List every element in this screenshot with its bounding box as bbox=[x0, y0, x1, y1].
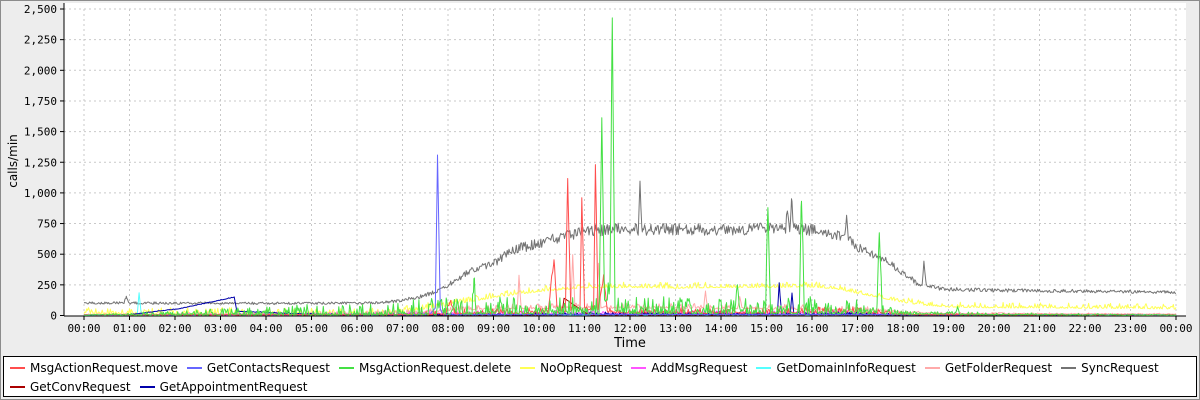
y-tick-label: 1,500 bbox=[24, 126, 57, 139]
x-tick-label: 18:00 bbox=[886, 322, 919, 335]
x-tick-label: 04:00 bbox=[249, 322, 282, 335]
x-tick-label: 22:00 bbox=[1068, 322, 1101, 335]
legend-swatch-icon bbox=[10, 385, 25, 388]
x-tick-label: 20:00 bbox=[977, 322, 1010, 335]
legend-label: MsgActionRequest.delete bbox=[358, 360, 512, 375]
legend-label: GetDomainInfoRequest bbox=[776, 360, 916, 375]
x-tick-label: 01:00 bbox=[113, 322, 146, 335]
y-tick-label: 2,500 bbox=[24, 3, 57, 16]
x-axis-title: Time bbox=[613, 336, 646, 351]
legend-label: AddMsgRequest bbox=[651, 360, 748, 375]
legend-item: SyncRequest bbox=[1061, 358, 1159, 377]
plot-background bbox=[64, 3, 1186, 316]
chart-plot-area: 0 250 500 750 1,000 1,250 1,500 1,750 2,000 2,250… bbox=[24, 3, 1193, 335]
y-tick-label: 750 bbox=[37, 218, 57, 231]
x-tick-label: 06:00 bbox=[340, 322, 373, 335]
x-tick-label: 08:00 bbox=[431, 322, 464, 335]
x-tick-label: 21:00 bbox=[1023, 322, 1056, 335]
legend-swatch-icon bbox=[631, 366, 647, 369]
legend-label: GetFolderRequest bbox=[944, 360, 1053, 375]
x-tick-label: 23:00 bbox=[1114, 322, 1147, 335]
legend-item: GetAppointmentRequest bbox=[139, 377, 308, 396]
legend-item: GetContactsRequest bbox=[186, 358, 330, 377]
legend-label: GetConvRequest bbox=[30, 379, 131, 394]
x-tick-label: 02:00 bbox=[158, 322, 191, 335]
x-tick-label: 16:00 bbox=[795, 322, 828, 335]
legend-label: MsgActionRequest.move bbox=[30, 360, 178, 375]
x-tick-label: 07:00 bbox=[386, 322, 419, 335]
x-tick-label: 11:00 bbox=[568, 322, 601, 335]
legend-swatch-icon bbox=[756, 366, 772, 369]
legend-label: SyncRequest bbox=[1081, 360, 1159, 375]
series-line-SyncRequest bbox=[83, 180, 1177, 306]
legend-item: GetConvRequest bbox=[10, 377, 131, 396]
y-tick-label: 250 bbox=[37, 279, 57, 292]
x-tick-label: 14:00 bbox=[704, 322, 737, 335]
legend-item: MsgActionRequest.delete bbox=[338, 358, 512, 377]
legend-item: MsgActionRequest.move bbox=[10, 358, 178, 377]
legend-item: GetDomainInfoRequest bbox=[756, 358, 916, 377]
y-tick-label: 2,250 bbox=[24, 34, 57, 47]
legend-label: GetAppointmentRequest bbox=[159, 379, 308, 394]
x-tick-label: 09:00 bbox=[477, 322, 510, 335]
legend-item: NoOpRequest bbox=[520, 358, 622, 377]
x-tick-label: 00:00 bbox=[1159, 322, 1192, 335]
legend-label: NoOpRequest bbox=[540, 360, 623, 375]
legend-swatch-icon bbox=[186, 366, 202, 369]
x-tick-label: 00:00 bbox=[67, 322, 100, 335]
y-tick-label: 2,000 bbox=[24, 64, 57, 77]
legend-label: GetContactsRequest bbox=[206, 360, 330, 375]
x-tick-label: 03:00 bbox=[204, 322, 237, 335]
y-tick-label: 500 bbox=[37, 248, 57, 261]
legend-item: GetFolderRequest bbox=[924, 358, 1053, 377]
legend: MsgActionRequest.move GetContactsRequest M… bbox=[3, 356, 1197, 397]
x-tick-label: 05:00 bbox=[295, 322, 328, 335]
chart-canvas: 0 250 500 750 1,000 1,250 1,500 1,750 2,000 2,250… bbox=[6, 3, 1193, 351]
legend-swatch-icon bbox=[10, 366, 25, 369]
y-axis-title: calls/min bbox=[6, 134, 20, 188]
x-tick-label: 19:00 bbox=[932, 322, 965, 335]
x-tick-label: 12:00 bbox=[613, 322, 646, 335]
x-tick-label: 13:00 bbox=[659, 322, 692, 335]
legend-swatch-icon bbox=[1061, 366, 1077, 369]
legend-swatch-icon bbox=[924, 366, 940, 369]
x-tick-label: 10:00 bbox=[522, 322, 555, 335]
y-tick-label: 1,000 bbox=[24, 187, 57, 200]
legend-swatch-icon bbox=[338, 366, 354, 369]
y-tick-label: 1,750 bbox=[24, 95, 57, 108]
x-tick-label: 15:00 bbox=[750, 322, 783, 335]
y-tick-label: 0 bbox=[50, 310, 57, 323]
series-line-MsgActionRequest.delete bbox=[83, 17, 1177, 316]
y-tick-label: 1,250 bbox=[24, 156, 57, 169]
legend-swatch-icon bbox=[520, 366, 536, 369]
series-line-MsgActionRequest.move bbox=[83, 164, 1177, 316]
legend-swatch-icon bbox=[139, 385, 155, 388]
legend-item: AddMsgRequest bbox=[631, 358, 747, 377]
x-tick-label: 17:00 bbox=[841, 322, 874, 335]
